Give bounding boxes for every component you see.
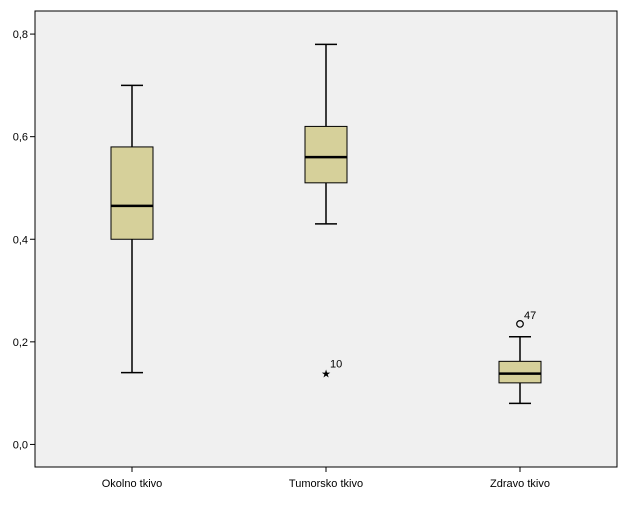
y-tick-label-4: 0,8 [13, 29, 28, 41]
x-tick-label-0: Okolno tkivo [102, 478, 163, 490]
y-axis: 0,0 0,2 0,4 0,6 0,8 [13, 29, 35, 451]
box-body-1 [304, 125, 348, 184]
box-0 [110, 84, 154, 374]
outlier-0: ★10 [321, 359, 342, 381]
box-1 [304, 43, 348, 225]
outliers-group: ★10 47 [321, 310, 536, 381]
outlier-1: 47 [516, 310, 536, 328]
y-tick-label-2: 0,4 [13, 234, 28, 246]
outlier-label-0: 10 [330, 359, 342, 371]
x-tick-label-2: Zdravo tkivo [490, 478, 550, 490]
outlier-marker-0: ★ [321, 369, 331, 381]
y-tick-label-3: 0,6 [13, 132, 28, 144]
outlier-marker-1 [516, 319, 524, 328]
y-tick-label-1: 0,2 [13, 337, 28, 349]
boxes-group [110, 43, 542, 405]
outlier-label-1: 47 [524, 310, 536, 322]
box-body-2 [498, 360, 542, 384]
x-tick-label-1: Tumorsko tkivo [289, 478, 363, 490]
box-2 [498, 335, 542, 405]
box-body-0 [110, 146, 154, 240]
y-tick-label-0: 0,0 [13, 439, 28, 451]
x-axis: Okolno tkivo Tumorsko tkivo Zdravo tkivo [102, 467, 550, 490]
